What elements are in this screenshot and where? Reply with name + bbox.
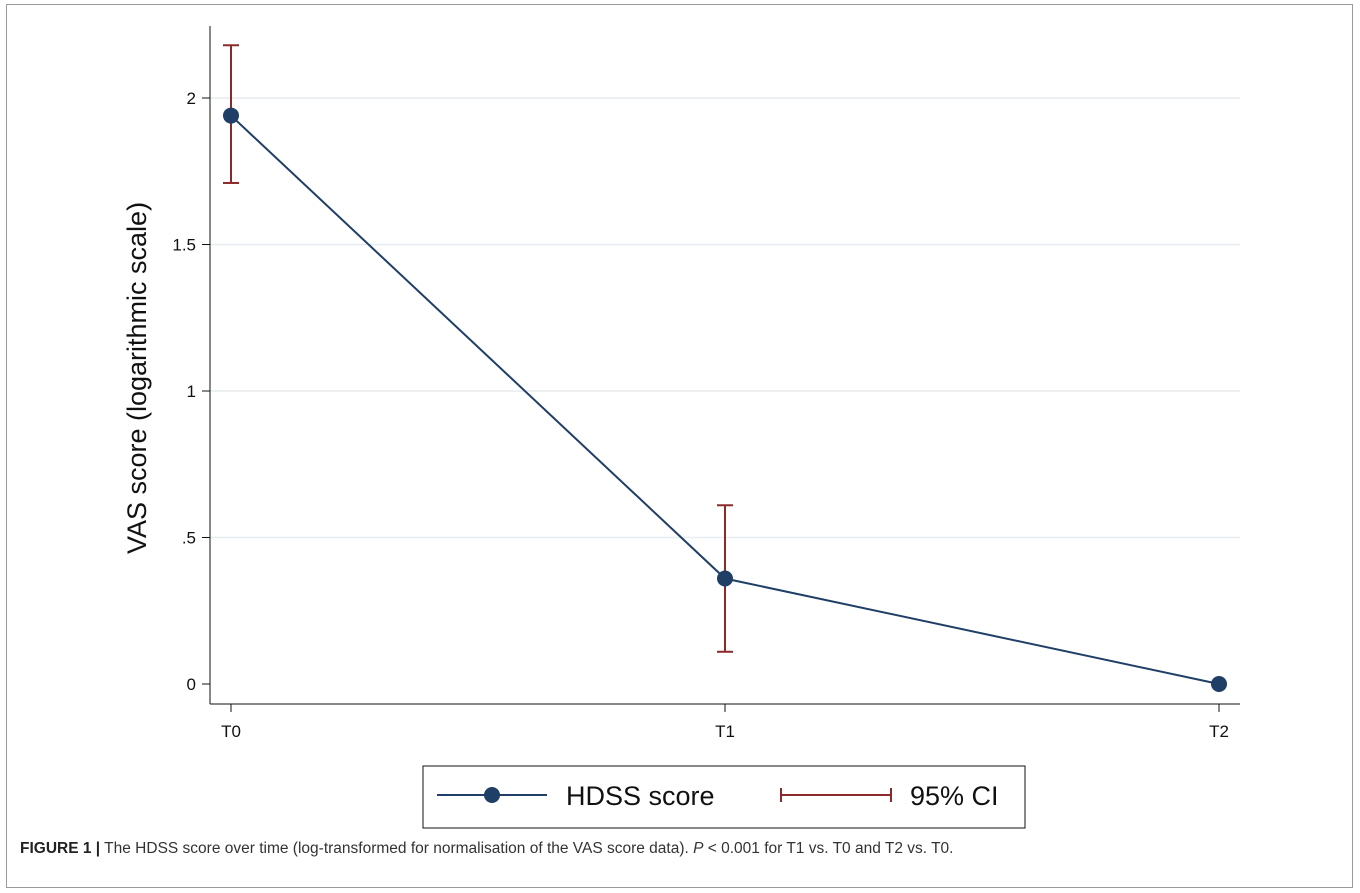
data-point	[1211, 676, 1227, 692]
caption-text-2: < 0.001 for T1 vs. T0 and T2 vs. T0.	[703, 840, 954, 857]
y-tick-label: 1	[187, 382, 196, 401]
caption-p-symbol: P	[693, 840, 704, 857]
figure-frame	[6, 4, 1353, 888]
x-tick-label: T1	[715, 722, 735, 741]
caption-text-1: The HDSS score over time (log-transforme…	[100, 840, 694, 857]
grid-lines	[210, 97, 1240, 539]
series-layer	[223, 44, 1227, 692]
legend-label-ci: 95% CI	[910, 781, 999, 811]
data-point	[717, 570, 733, 587]
y-tick-label: 1.5	[172, 236, 196, 255]
figure-caption: FIGURE 1 | The HDSS score over time (log…	[20, 840, 953, 858]
legend-marker-swatch	[484, 787, 500, 803]
x-tick-label: T0	[221, 722, 241, 741]
legend-box	[422, 765, 1026, 829]
x-tick-label: T2	[1209, 722, 1229, 741]
legend: HDSS score 95% CI	[422, 765, 1026, 829]
y-axis-label: VAS score (logarithmic scale)	[122, 202, 152, 554]
caption-lead: FIGURE 1 |	[20, 840, 101, 857]
y-tick-label: 0	[187, 675, 196, 694]
y-tick-label: .5	[182, 529, 196, 548]
legend-label-hdss: HDSS score	[566, 781, 715, 811]
y-tick-label: 2	[187, 89, 196, 108]
axes: 0 .5 1 1.5 2 T0 T1 T2	[172, 26, 1240, 741]
data-point	[223, 107, 239, 124]
